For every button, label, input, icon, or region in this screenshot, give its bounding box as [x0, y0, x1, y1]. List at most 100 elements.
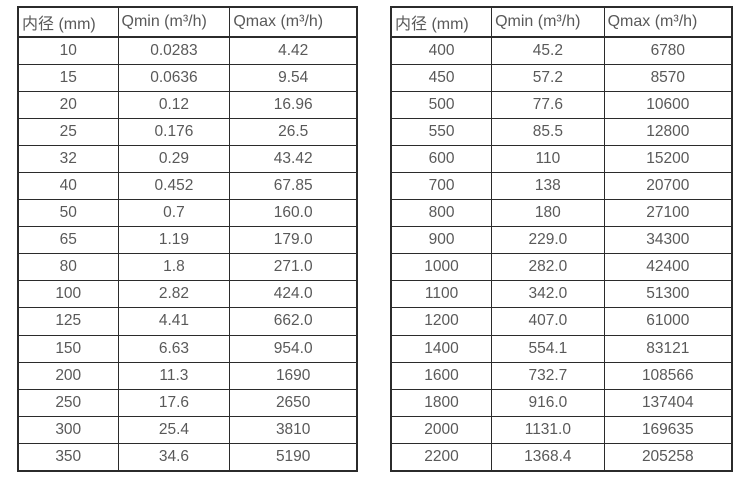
table-cell: 2000: [390, 415, 493, 444]
table-cell: 600: [390, 145, 493, 174]
header-cell: Qmin (m³/h): [117, 6, 231, 38]
table-cell: 32: [17, 145, 119, 174]
table-row: 1400 554.1 83121: [390, 334, 733, 363]
table-row: 350 34.6 5190: [17, 442, 358, 472]
table-cell: 5190: [229, 442, 358, 472]
table-cell: 800: [390, 199, 493, 228]
table-cell: 1131.0: [491, 415, 605, 444]
table-cell: 169635: [603, 415, 733, 444]
table-cell: 85.5: [491, 118, 605, 147]
table-cell: 180: [491, 199, 605, 228]
table-row: 200 11.3 1690: [17, 361, 358, 390]
table-row: 400 45.2 6780: [390, 36, 733, 66]
table-cell: 900: [390, 226, 493, 255]
table-cell: 34.6: [117, 442, 231, 472]
table-row: 2200 1368.4 205258: [390, 442, 733, 472]
table-cell: 2200: [390, 442, 493, 472]
table-cell: 1000: [390, 253, 493, 282]
table-row: 65 1.19 179.0: [17, 226, 358, 255]
flow-spec-table-small-diameters: 内径 (mm) Qmin (m³/h) Qmax (m³/h) 10 0.0283 4.…: [17, 6, 358, 472]
table-cell: 1800: [390, 388, 493, 417]
table-row: 1200 407.0 61000: [390, 307, 733, 336]
table-cell: 554.1: [491, 334, 605, 363]
table-cell: 12800: [603, 118, 733, 147]
table-row: 500 77.6 10600: [390, 91, 733, 120]
table-cell: 732.7: [491, 361, 605, 390]
table-cell: 250: [17, 388, 119, 417]
table-cell: 50: [17, 199, 119, 228]
table-row: 800 180 27100: [390, 199, 733, 228]
table-cell: 150: [17, 334, 119, 363]
table-cell: 1690: [229, 361, 358, 390]
table-cell: 20700: [603, 172, 733, 201]
table-cell: 9.54: [229, 64, 358, 93]
table-cell: 61000: [603, 307, 733, 336]
table-cell: 0.29: [117, 145, 231, 174]
table-row: 700 138 20700: [390, 172, 733, 201]
table-cell: 42400: [603, 253, 733, 282]
table-cell: 500: [390, 91, 493, 120]
table-cell: 160.0: [229, 199, 358, 228]
table-row: 450 57.2 8570: [390, 64, 733, 93]
table-cell: 65: [17, 226, 119, 255]
table-cell: 0.0636: [117, 64, 231, 93]
table-cell: 26.5: [229, 118, 358, 147]
table-row: 100 2.82 424.0: [17, 280, 358, 309]
header-row: 内径 (mm) Qmin (m³/h) Qmax (m³/h): [390, 6, 733, 38]
table-row: 550 85.5 12800: [390, 118, 733, 147]
table-cell: 0.176: [117, 118, 231, 147]
table-cell: 15200: [603, 145, 733, 174]
table-cell: 700: [390, 172, 493, 201]
table-row: 25 0.176 26.5: [17, 118, 358, 147]
table-cell: 0.452: [117, 172, 231, 201]
table-row: 1800 916.0 137404: [390, 388, 733, 417]
table-cell: 0.0283: [117, 36, 231, 66]
table-cell: 4.41: [117, 307, 231, 336]
table-cell: 424.0: [229, 280, 358, 309]
table-cell: 17.6: [117, 388, 231, 417]
header-cell: Qmin (m³/h): [491, 6, 605, 38]
table-cell: 40: [17, 172, 119, 201]
table-cell: 954.0: [229, 334, 358, 363]
table-cell: 1400: [390, 334, 493, 363]
table-cell: 83121: [603, 334, 733, 363]
table-cell: 450: [390, 64, 493, 93]
table-row: 125 4.41 662.0: [17, 307, 358, 336]
table-cell: 916.0: [491, 388, 605, 417]
table-cell: 342.0: [491, 280, 605, 309]
table-cell: 662.0: [229, 307, 358, 336]
table-cell: 16.96: [229, 91, 358, 120]
flow-spec-table-large-diameters: 内径 (mm) Qmin (m³/h) Qmax (m³/h) 400 45.2 678…: [390, 6, 733, 472]
table-cell: 25.4: [117, 415, 231, 444]
table-cell: 43.42: [229, 145, 358, 174]
table-cell: 110: [491, 145, 605, 174]
header-cell: Qmax (m³/h): [603, 6, 733, 38]
table-cell: 179.0: [229, 226, 358, 255]
table-cell: 125: [17, 307, 119, 336]
header-cell: 内径 (mm): [17, 6, 119, 38]
table-cell: 300: [17, 415, 119, 444]
table-cell: 1600: [390, 361, 493, 390]
table-cell: 550: [390, 118, 493, 147]
header-cell: 内径 (mm): [390, 6, 493, 38]
table-row: 10 0.0283 4.42: [17, 36, 358, 66]
table-row: 1000 282.0 42400: [390, 253, 733, 282]
table-cell: 407.0: [491, 307, 605, 336]
table-cell: 25: [17, 118, 119, 147]
table-cell: 8570: [603, 64, 733, 93]
table-row: 300 25.4 3810: [17, 415, 358, 444]
table-cell: 11.3: [117, 361, 231, 390]
table-cell: 4.42: [229, 36, 358, 66]
table-cell: 1100: [390, 280, 493, 309]
table-cell: 80: [17, 253, 119, 282]
table-cell: 6780: [603, 36, 733, 66]
table-cell: 271.0: [229, 253, 358, 282]
table-cell: 20: [17, 91, 119, 120]
table-cell: 138: [491, 172, 605, 201]
table-cell: 77.6: [491, 91, 605, 120]
table-cell: 137404: [603, 388, 733, 417]
table-cell: 350: [17, 442, 119, 472]
table-cell: 100: [17, 280, 119, 309]
table-cell: 1200: [390, 307, 493, 336]
